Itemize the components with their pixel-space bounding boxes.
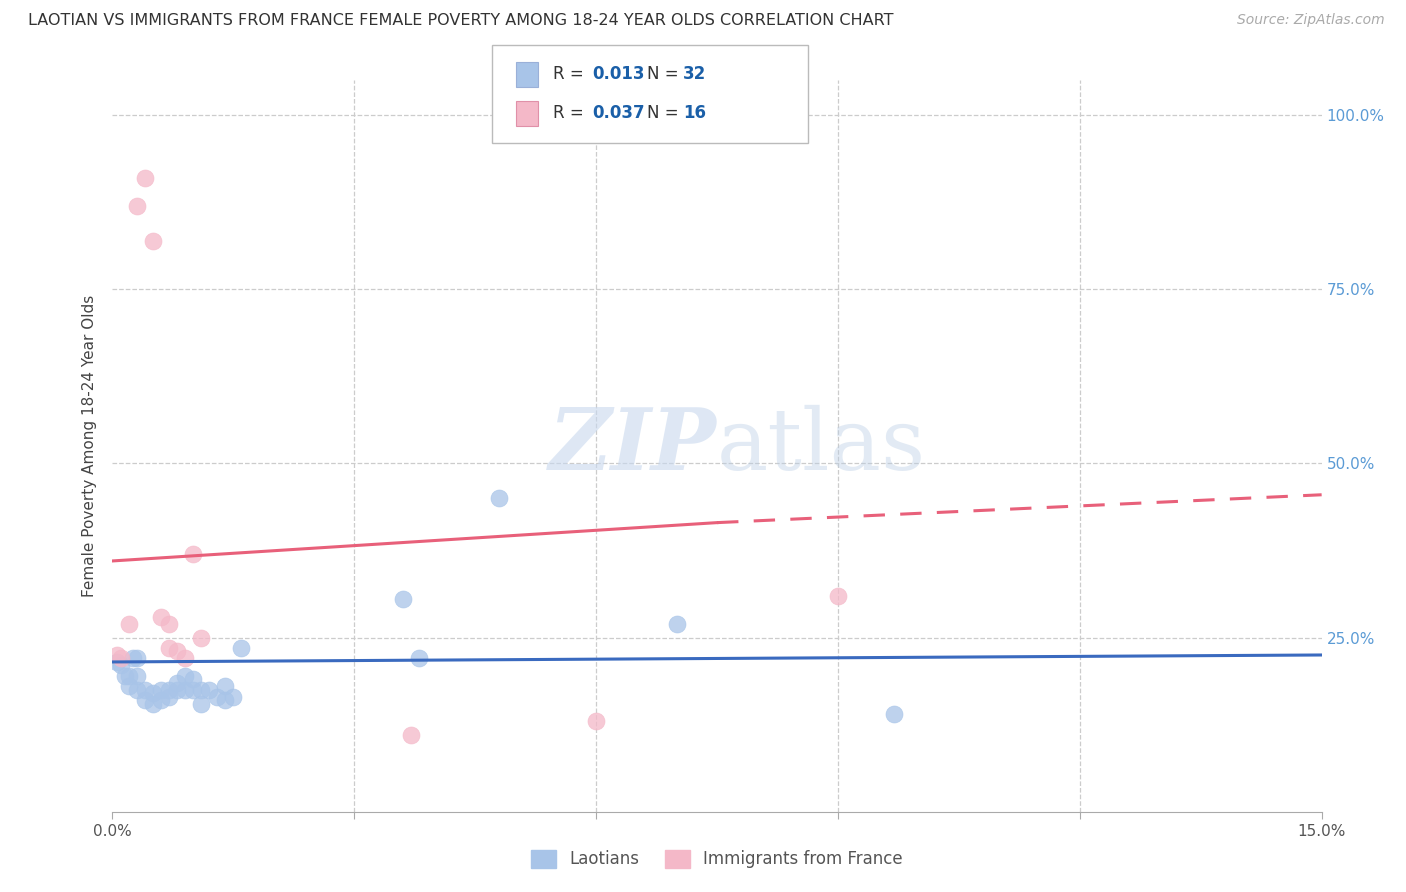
Point [105,655,128,669]
Point [125,199,148,213]
Point [125,669,148,683]
Point [585,714,607,728]
Point [114,669,136,683]
Point [399,728,422,742]
Point [883,707,905,722]
Point [166,644,188,658]
Text: 0.013: 0.013 [592,65,644,83]
Point [157,640,180,655]
Point [190,682,212,697]
Point [166,676,188,690]
Point [157,690,180,704]
Point [134,682,156,697]
Y-axis label: Female Poverty Among 18-24 Year Olds: Female Poverty Among 18-24 Year Olds [82,295,97,597]
Legend: Laotians, Immigrants from France: Laotians, Immigrants from France [523,841,911,877]
Text: ZIP: ZIP [550,404,717,488]
Point [214,679,236,693]
Point [134,170,156,185]
Point [207,690,229,704]
Point [190,631,212,645]
Point [231,640,253,655]
Point [488,491,510,506]
Point [181,673,204,687]
Point [827,589,849,603]
Point [190,697,212,711]
Point [214,693,236,707]
Text: 16: 16 [683,104,706,122]
Text: N =: N = [647,104,683,122]
Text: R =: R = [553,104,589,122]
Point [665,616,688,631]
Text: R =: R = [553,65,589,83]
Point [117,616,139,631]
Text: 32: 32 [683,65,707,83]
Point [174,682,197,697]
Point [174,669,197,683]
Point [149,693,172,707]
Point [125,682,148,697]
Point [125,651,148,665]
Point [157,682,180,697]
Point [105,648,128,662]
Point [134,693,156,707]
Point [142,697,165,711]
Text: LAOTIAN VS IMMIGRANTS FROM FRANCE FEMALE POVERTY AMONG 18-24 YEAR OLDS CORRELATI: LAOTIAN VS IMMIGRANTS FROM FRANCE FEMALE… [28,13,894,29]
Text: atlas: atlas [717,404,927,488]
Text: Source: ZipAtlas.com: Source: ZipAtlas.com [1237,13,1385,28]
Point [198,682,221,697]
Text: 0.037: 0.037 [592,104,644,122]
Point [110,651,132,665]
Point [110,658,132,673]
Point [408,651,430,665]
Point [166,682,188,697]
Point [142,234,165,248]
Point [181,547,204,561]
Point [117,669,139,683]
Point [117,679,139,693]
Point [149,609,172,624]
Point [142,686,165,700]
Point [222,690,245,704]
Point [121,651,143,665]
Point [181,682,204,697]
Point [391,592,413,607]
Point [174,651,197,665]
Point [157,616,180,631]
Text: N =: N = [647,65,683,83]
Point [149,682,172,697]
